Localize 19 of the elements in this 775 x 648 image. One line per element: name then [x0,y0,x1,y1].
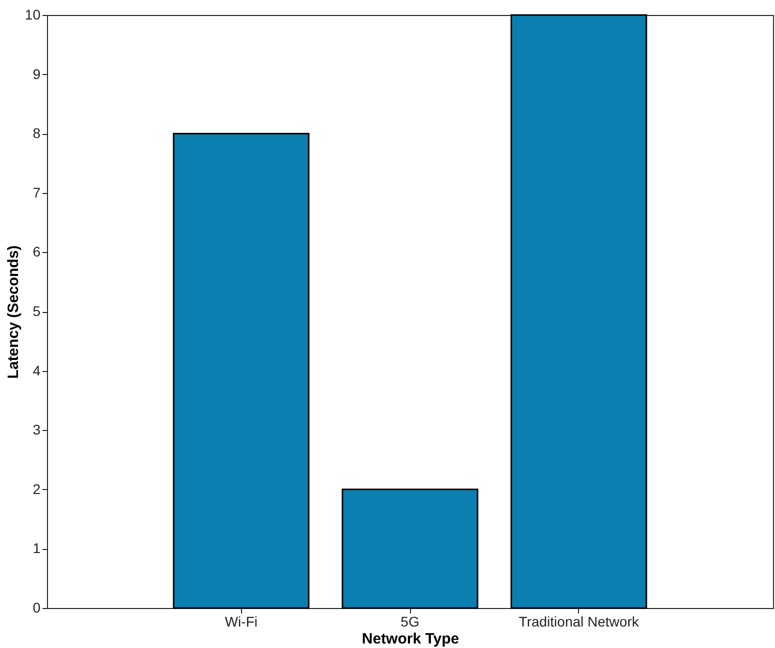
bar [510,14,648,609]
y-tick-label: 3 [32,422,41,438]
y-tick-label: 0 [32,600,41,616]
y-tick-label: 9 [32,66,41,82]
y-tick-label: 1 [32,540,41,556]
y-tick-label: 8 [32,125,41,142]
x-axis-title: Network Type [362,630,460,648]
x-tick-label: 5G [400,614,420,630]
y-tick-label: 7 [32,184,41,200]
bar [342,488,478,609]
y-tick-label: 6 [32,244,41,260]
x-tick-label: Traditional Network [518,614,640,630]
y-tick-label: 2 [32,480,41,497]
x-tick-label: Wi-Fi [224,614,258,630]
y-tick-label: 10 [24,6,41,22]
y-axis-title: Latency (Seconds) [4,245,22,379]
y-tick-label: 5 [32,303,41,319]
bar [172,132,310,609]
y-tick-label: 4 [32,362,41,378]
